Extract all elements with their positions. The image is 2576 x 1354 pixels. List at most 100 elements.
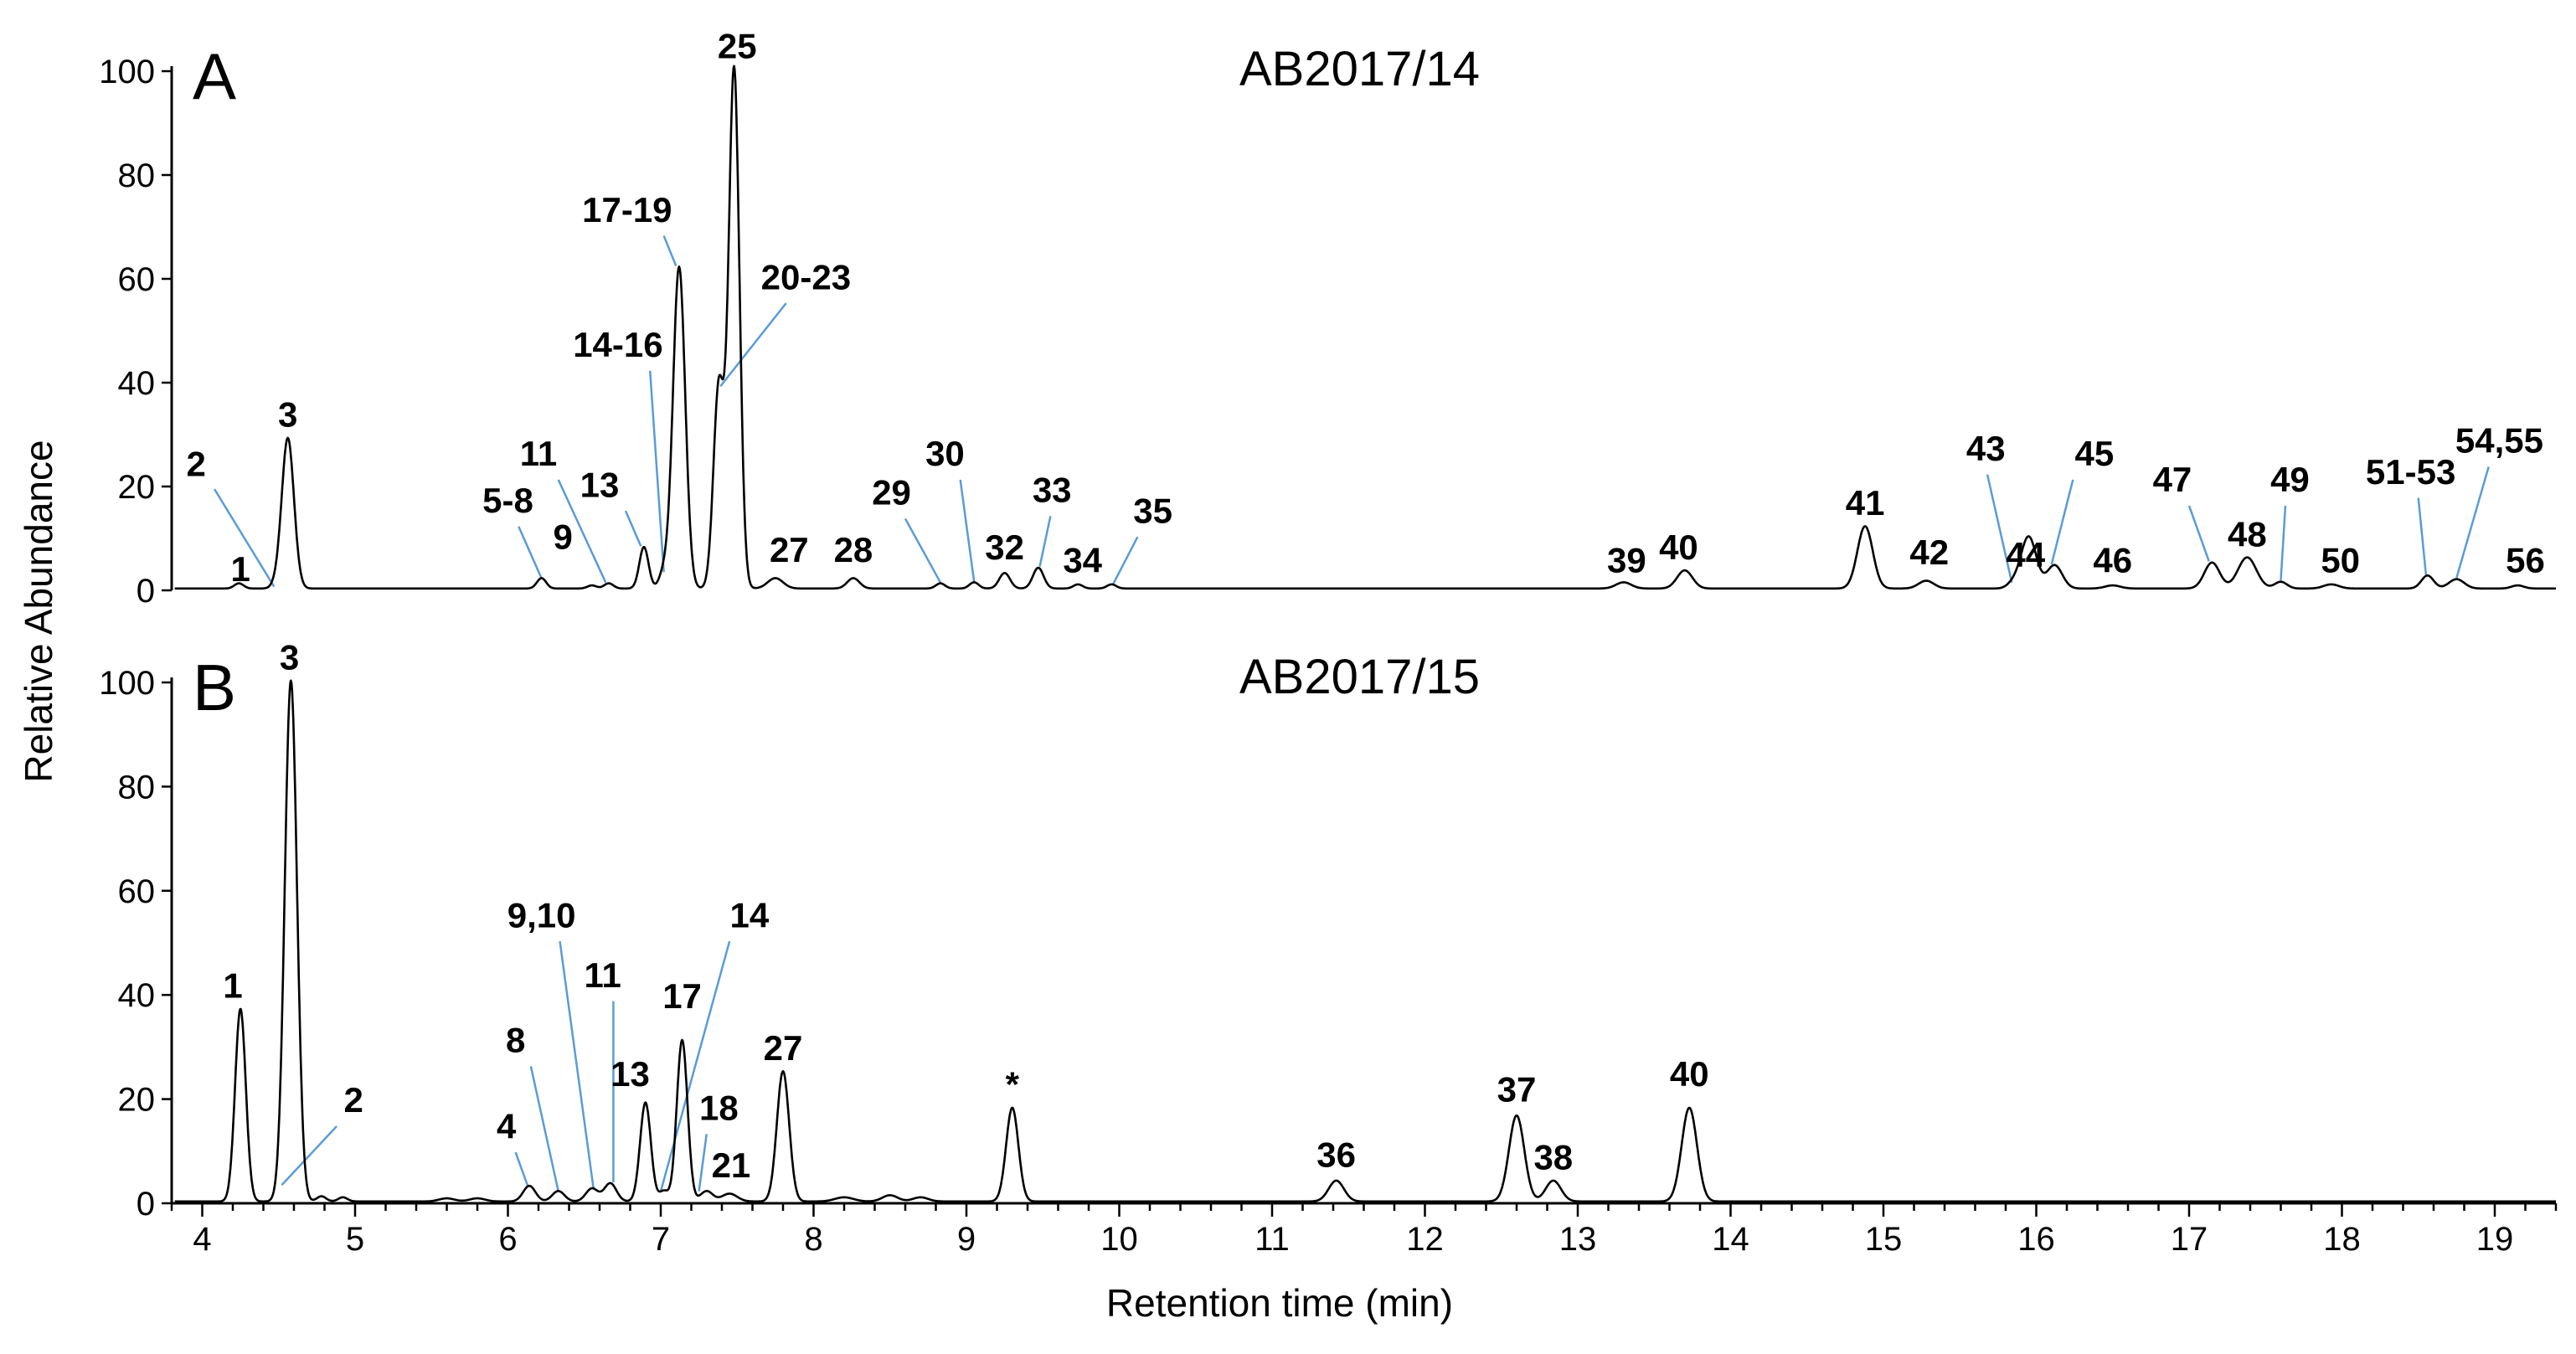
panel-b-peak-label: 27	[764, 1028, 803, 1068]
panel-a-peak-label: 5-8	[482, 481, 533, 520]
panel-a-peak-label: 51-53	[2366, 452, 2455, 492]
panel-a-peak-label: 35	[1133, 491, 1172, 530]
x-tick-label: 8	[804, 1221, 822, 1258]
panel-a-y-tick-label: 20	[118, 469, 156, 506]
panel-b-y-tick-label: 0	[137, 1186, 155, 1223]
panel-a-peak-label: 39	[1607, 540, 1646, 579]
panel-b-leader-line	[659, 940, 731, 1192]
x-tick-label: 19	[2476, 1221, 2514, 1258]
panel-a-leader-line	[2050, 479, 2074, 565]
panel-b-y-tick-label: 60	[118, 873, 156, 910]
x-axis: 4 5 6 7 8 9 10 11 12 13 14 15 16 17 18 19	[170, 1202, 2558, 1258]
panel-a-peak-label: 44	[2006, 535, 2045, 574]
panel-a-chromatogram-trace	[174, 64, 2557, 590]
panel-a-peak-label: 49	[2270, 460, 2310, 499]
panel-a-peak-label: 27	[770, 530, 809, 569]
panel-b-sample-title: AB2017/15	[1239, 650, 1480, 704]
panel-a-leader-line	[662, 235, 677, 266]
panel-a-y-tick-label: 100	[99, 54, 155, 90]
panel-b-leader-line	[559, 940, 595, 1189]
panel-b-leader-line	[698, 1134, 708, 1192]
panel-b-peak-label: 11	[584, 955, 621, 995]
panel-a-leader-line	[1038, 516, 1052, 567]
x-tick-label: 7	[652, 1221, 670, 1258]
panel-a-leader-line	[904, 517, 942, 584]
panel-a-peak-label: 43	[1966, 429, 2006, 468]
panel-a-y-tick-label: 80	[118, 157, 156, 194]
panel-a-leader-line	[2187, 505, 2210, 562]
panel-a-peak-label: 1	[230, 549, 250, 589]
panel-a-peak-label: 50	[2321, 540, 2360, 579]
panel-a-peak-label: 40	[1659, 528, 1698, 567]
panel-b-peak-label: 37	[1497, 1070, 1537, 1109]
panel-a-peak-label: 30	[925, 434, 965, 473]
panel-a-peak-label: 56	[2506, 540, 2545, 579]
panel-b-y-tick-label: 20	[118, 1082, 156, 1119]
panel-a-peak-label: 9	[554, 517, 573, 556]
y-axis-title: Relative Abundance	[17, 440, 60, 782]
panel-b-y-tick-label: 80	[118, 769, 156, 806]
panel-b-peak-label: 36	[1316, 1135, 1356, 1174]
panel-a-peak-label: 33	[1033, 471, 1072, 510]
x-tick-label: 6	[498, 1221, 517, 1258]
x-tick-label: 13	[1559, 1221, 1597, 1258]
panel-b-peak-label: 13	[611, 1054, 650, 1094]
panel-a-leader-line	[2455, 466, 2490, 579]
panel-a-leader-line	[518, 526, 543, 579]
x-tick-label: 17	[2171, 1221, 2208, 1258]
panel-b-peak-label: 9,10	[507, 895, 576, 934]
panel-a-leader-line	[959, 479, 976, 582]
panel-b-chromatogram-trace	[174, 679, 2557, 1203]
panel-a-y-tick-label: 40	[118, 365, 156, 402]
panel-a-peak-label: 28	[834, 530, 873, 569]
panel-a-leader-line	[1112, 536, 1139, 585]
panel-a-leader-line	[1986, 474, 2013, 583]
x-tick-label: 16	[2017, 1221, 2055, 1258]
panel-a-peak-label: 11	[520, 434, 557, 473]
x-tick-label: 11	[1255, 1221, 1290, 1258]
panel-a-peak-label: 25	[718, 27, 757, 66]
x-tick-label: 5	[346, 1221, 364, 1258]
panel-a-peak-label: 2	[187, 445, 206, 484]
x-tick-label: 15	[1865, 1221, 1903, 1258]
panel-b-peak-label: 2	[343, 1080, 363, 1120]
panel-a-leader-lines	[214, 235, 2490, 588]
panel-a-y-axis: 0 20 40 60 80 100	[99, 54, 173, 610]
panel-a-leader-line	[214, 488, 276, 588]
panel-b-peak-label: *	[1006, 1064, 1020, 1104]
panel-b-peak-label: 8	[506, 1021, 525, 1060]
panel-a-peak-label: 3	[278, 395, 297, 435]
panel-b-peak-label: 21	[712, 1145, 751, 1185]
panel-a-y-tick-label: 0	[137, 573, 155, 610]
x-tick-label: 14	[1712, 1221, 1749, 1258]
panel-b-letter: B	[193, 651, 236, 724]
panel-b-leader-line	[529, 1066, 559, 1192]
panel-a-peak-label: 17-19	[582, 190, 672, 229]
panel-b-peak-label: 40	[1670, 1054, 1709, 1094]
x-tick-label: 4	[193, 1221, 211, 1258]
panel-b-peak-label: 14	[729, 895, 769, 934]
panel-a-peak-label: 54,55	[2455, 421, 2543, 461]
panel-b-peak-label: 3	[280, 637, 299, 677]
panel-a-peak-label: 29	[872, 473, 911, 512]
x-axis-title: Retention time (min)	[1106, 1281, 1453, 1325]
panel-b-peak-label: 38	[1533, 1138, 1573, 1177]
panel-a-leader-line	[2280, 505, 2287, 581]
panel-b-peak-label: 4	[497, 1106, 517, 1145]
panel-a-peak-label: 46	[2093, 540, 2132, 579]
panel-a-peak-label: 34	[1063, 540, 1102, 579]
panel-a-leader-line	[557, 479, 607, 584]
panel-a-peak-label: 14-16	[573, 325, 662, 364]
panel-a-leader-line	[648, 370, 665, 573]
x-tick-label: 10	[1100, 1221, 1138, 1258]
panel-a-peak-label: 48	[2228, 514, 2267, 553]
panel-a-leader-line	[2417, 497, 2428, 575]
panel-b-leader-line	[514, 1151, 529, 1187]
panel-b-y-tick-label: 100	[99, 665, 155, 702]
panel-a-peak-label: 41	[1846, 483, 1885, 523]
panel-b-peak-label: 17	[662, 976, 702, 1016]
panel-b-y-tick-label: 40	[118, 977, 156, 1014]
panel-a-leader-line	[624, 510, 642, 547]
